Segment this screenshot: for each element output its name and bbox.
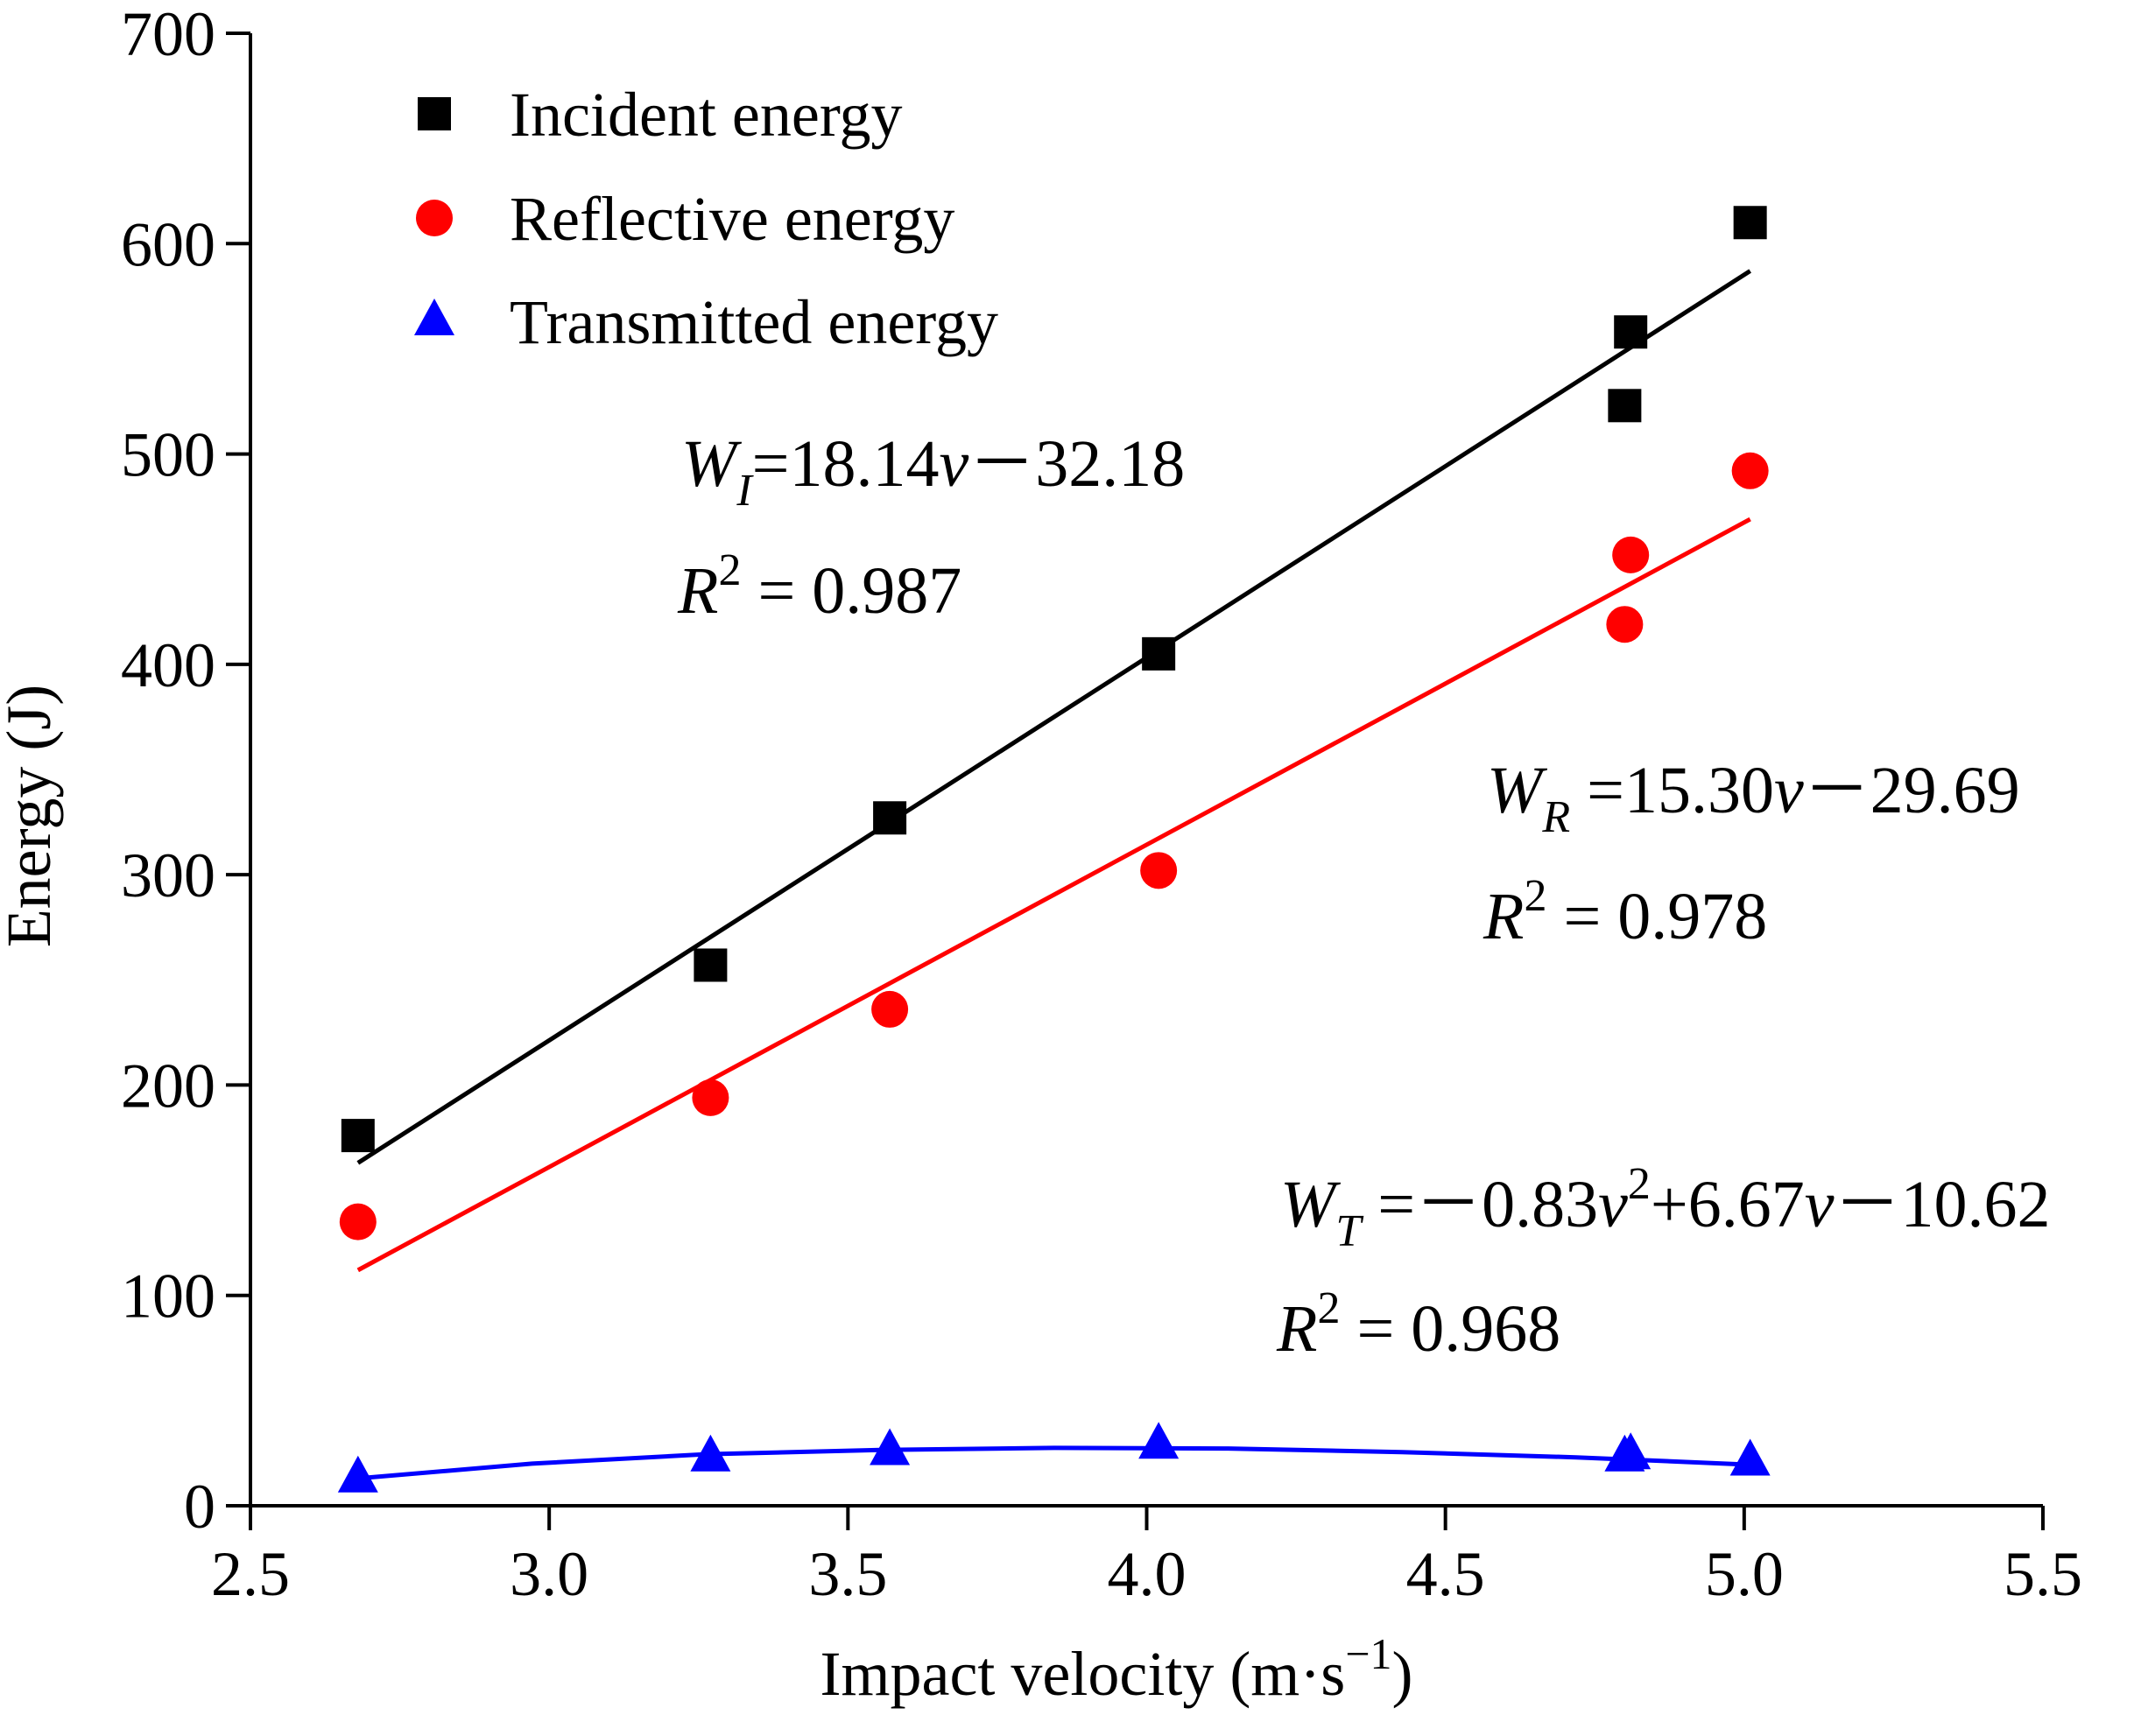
data-point-incident — [1142, 636, 1176, 671]
legend-label-incident: Incident energy — [510, 80, 903, 150]
series-transmitted — [337, 1422, 1771, 1493]
data-point-transmitted — [690, 1434, 731, 1472]
data-point-incident — [694, 948, 728, 982]
equation-subscript: R — [1541, 792, 1570, 842]
equation-part: v — [1805, 1168, 1835, 1241]
x-axis-label-main: Impact velocity (m·s — [820, 1639, 1346, 1709]
r-squared-exponent: 2 — [718, 545, 741, 595]
equation-lhs: W — [1487, 754, 1548, 827]
x-axis-label-close: ) — [1392, 1639, 1413, 1709]
equation-part: +6.67 — [1651, 1168, 1805, 1241]
legend-marker-reflective — [416, 200, 453, 236]
series-incident — [341, 206, 1767, 1165]
equation-part: －10.62 — [1834, 1168, 2050, 1241]
y-tick-label: 700 — [121, 0, 215, 69]
axes: 0 100 200 300 400 500 600 700 2.5 3.0 3.5 4.0 4.5 5.0… — [121, 0, 2082, 1609]
y-axis-label: Energy (J) — [0, 685, 64, 948]
legend-marker-incident — [418, 97, 451, 130]
equation-lhs: W — [681, 427, 743, 501]
equation-part: v — [1774, 754, 1804, 827]
data-point-reflective — [871, 990, 909, 1028]
data-point-reflective — [1140, 852, 1178, 889]
y-tick-label: 600 — [121, 209, 215, 279]
y-tick-label: 500 — [121, 420, 215, 490]
equation-transmitted: WT =－0.83v2+6.67v－10.62 — [1280, 1159, 2050, 1256]
axis-labels: Energy (J) Impact velocity (m·s−1) — [0, 685, 1413, 1709]
data-point-incident — [341, 1119, 375, 1153]
y-tick-label: 100 — [121, 1262, 215, 1332]
equation-incident: WI=18.14v－32.18 — [681, 427, 1185, 516]
r-squared-incident: R2 = 0.987 — [677, 545, 961, 628]
equation-subscript: T — [1335, 1206, 1363, 1256]
x-tick-label: 2.5 — [211, 1539, 290, 1609]
x-tick-label: 3.5 — [808, 1539, 887, 1609]
r-squared-exponent: 2 — [1317, 1283, 1340, 1333]
data-point-incident — [873, 801, 907, 835]
r-squared-exponent: 2 — [1524, 871, 1546, 921]
r-squared-label: R — [677, 554, 718, 628]
x-axis-label-exponent: −1 — [1345, 1629, 1391, 1678]
data-point-reflective — [339, 1203, 377, 1241]
r-squared-label: R — [1483, 880, 1524, 953]
data-point-transmitted — [1610, 1432, 1652, 1470]
equation-part: =－0.83 — [1361, 1168, 1598, 1241]
r-squared-value: = 0.978 — [1546, 880, 1767, 953]
data-point-incident — [1614, 315, 1648, 349]
legend-label-transmitted: Transmitted energy — [510, 287, 998, 357]
legend: Incident energy Reflective energy Transmit… — [414, 80, 998, 357]
equation-part: =18.14 — [752, 427, 940, 501]
fit-line-reflective — [356, 517, 1751, 1273]
y-tick-label: 400 — [121, 630, 215, 700]
data-point-transmitted — [1138, 1422, 1180, 1459]
legend-item-incident: Incident energy — [418, 80, 903, 150]
legend-marker-transmitted — [414, 298, 454, 335]
y-tick-label: 0 — [184, 1472, 215, 1542]
r-squared-transmitted: R2 = 0.968 — [1276, 1283, 1560, 1366]
equation-lhs: W — [1280, 1168, 1342, 1241]
equation-part: 2 — [1628, 1159, 1651, 1209]
data-point-transmitted — [1729, 1438, 1771, 1476]
fit-line-incident — [356, 269, 1752, 1165]
legend-item-transmitted: Transmitted energy — [414, 287, 998, 357]
data-point-incident — [1733, 206, 1767, 240]
r-squared-reflective: R2 = 0.978 — [1483, 871, 1767, 953]
data-point-reflective — [692, 1079, 729, 1116]
fit-curve-transmitted — [357, 1445, 1750, 1481]
x-axis-label: Impact velocity (m·s−1) — [820, 1629, 1413, 1709]
legend-label-reflective: Reflective energy — [510, 184, 954, 254]
equation-subscript: I — [736, 466, 754, 516]
data-point-transmitted — [337, 1455, 378, 1493]
y-tick-label: 300 — [121, 840, 215, 910]
equation-part: v — [940, 427, 969, 501]
data-point-transmitted — [870, 1428, 911, 1465]
legend-item-reflective: Reflective energy — [416, 184, 954, 254]
r-squared-label: R — [1276, 1292, 1317, 1366]
equation-part: =15.30 — [1570, 754, 1774, 827]
plot-area — [337, 206, 1771, 1493]
x-tick-label: 4.5 — [1406, 1539, 1485, 1609]
x-tick-label: 3.0 — [510, 1539, 588, 1609]
equation-part: －32.18 — [968, 427, 1185, 501]
equation-part: v — [1598, 1168, 1628, 1241]
data-point-reflective — [1606, 606, 1644, 643]
r-squared-value: = 0.968 — [1340, 1292, 1560, 1366]
data-point-incident — [1608, 389, 1642, 423]
x-tick-label: 5.5 — [2004, 1539, 2082, 1609]
equation-reflective: WR =15.30v－29.69 — [1487, 754, 2020, 842]
x-tick-label: 4.0 — [1108, 1539, 1187, 1609]
series-reflective — [339, 452, 1769, 1273]
data-point-reflective — [1612, 536, 1650, 573]
r-squared-value: = 0.987 — [741, 554, 961, 628]
data-point-reflective — [1731, 452, 1769, 489]
x-tick-label: 5.0 — [1705, 1539, 1784, 1609]
equation-part: －29.69 — [1804, 754, 2020, 827]
y-tick-label: 200 — [121, 1051, 215, 1121]
